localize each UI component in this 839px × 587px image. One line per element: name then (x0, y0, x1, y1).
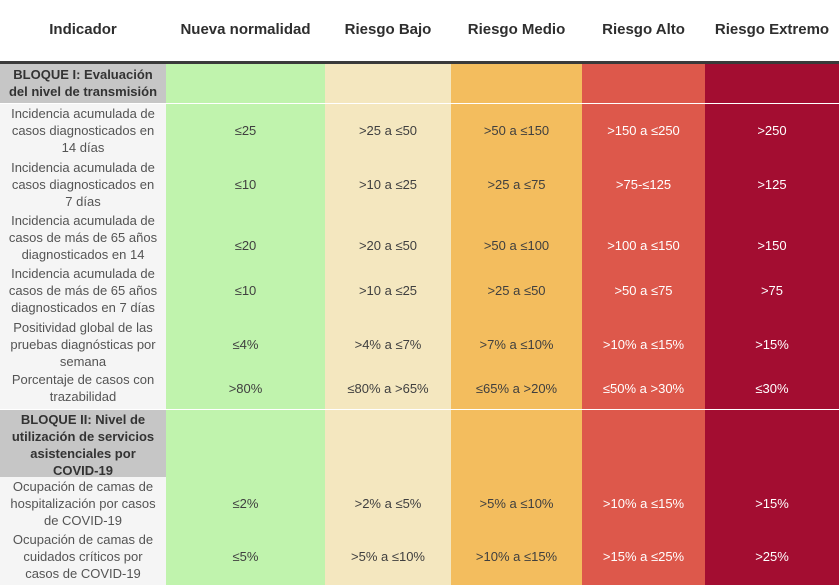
empty-cell (325, 410, 451, 482)
table-row-trazabilidad: Porcentaje de casos con trazabilidad >80… (0, 368, 839, 409)
indicator-label: Incidencia acumulada de casos de más de … (0, 264, 166, 319)
table-row-incidencia-14d: Incidencia acumulada de casos diagnostic… (0, 103, 839, 159)
value-cell: >7% a ≤10% (451, 318, 582, 373)
table-header-row: Indicador Nueva normalidad Riesgo Bajo R… (0, 0, 839, 64)
value-cell: >5% a ≤10% (451, 477, 582, 532)
value-cell: ≤65% a >20% (451, 369, 582, 409)
value-cell: >25% (705, 530, 839, 585)
value-cell: >25 a ≤50 (325, 104, 451, 159)
column-header-riesgo-alto: Riesgo Alto (602, 21, 685, 39)
value-cell: >75 (705, 264, 839, 319)
value-cell: >150 a ≤250 (582, 104, 705, 159)
empty-cell (166, 410, 325, 482)
empty-cell (451, 410, 582, 482)
value-cell: ≤80% a >65% (325, 369, 451, 409)
column-header-riesgo-bajo: Riesgo Bajo (344, 21, 432, 39)
section-label: BLOQUE I: Evaluación del nivel de transm… (0, 64, 166, 103)
empty-cell (705, 64, 839, 103)
value-cell: >4% a ≤7% (325, 318, 451, 373)
table-row-ocupacion-hospitalizacion: Ocupación de camas de hospitalización po… (0, 476, 839, 532)
indicator-label: Incidencia acumulada de casos diagnostic… (0, 104, 166, 159)
indicator-label: Positividad global de las pruebas diagnó… (0, 318, 166, 373)
indicator-label: Ocupación de camas de hospitalización po… (0, 477, 166, 532)
value-cell: >15% (705, 477, 839, 532)
value-cell: ≤30% (705, 369, 839, 409)
indicator-label: Ocupación de camas de cuidados críticos … (0, 530, 166, 585)
value-cell: >50 a ≤75 (582, 264, 705, 319)
value-cell: >10% a ≤15% (582, 477, 705, 532)
value-cell: >80% (166, 369, 325, 409)
value-cell: ≤10 (166, 158, 325, 213)
value-cell: >15% (705, 318, 839, 373)
section-row-bloque-2: BLOQUE II: Nivel de utilización de servi… (0, 409, 839, 482)
value-cell: >5% a ≤10% (325, 530, 451, 585)
value-cell: ≤5% (166, 530, 325, 585)
value-cell: >25 a ≤50 (451, 264, 582, 319)
value-cell: >10 a ≤25 (325, 264, 451, 319)
value-cell: ≤10 (166, 264, 325, 319)
section-label: BLOQUE II: Nivel de utilización de servi… (0, 410, 166, 482)
column-header-nueva-normalidad: Nueva normalidad (180, 21, 311, 39)
value-cell: ≤25 (166, 104, 325, 159)
value-cell: >125 (705, 158, 839, 213)
value-cell: >250 (705, 104, 839, 159)
table-row-positividad: Positividad global de las pruebas diagnó… (0, 317, 839, 373)
empty-cell (166, 64, 325, 103)
value-cell: >2% a ≤5% (325, 477, 451, 532)
column-header-riesgo-medio: Riesgo Medio (467, 21, 566, 39)
column-header-indicador: Indicador (49, 21, 117, 39)
value-cell: >25 a ≤75 (451, 158, 582, 213)
section-row-bloque-1: BLOQUE I: Evaluación del nivel de transm… (0, 64, 839, 103)
table-row-incidencia-7d: Incidencia acumulada de casos diagnostic… (0, 157, 839, 213)
value-cell: ≤2% (166, 477, 325, 532)
value-cell: >75-≤125 (582, 158, 705, 213)
value-cell: >50 a ≤150 (451, 104, 582, 159)
value-cell: >15% a ≤25% (582, 530, 705, 585)
value-cell: >10% a ≤15% (451, 530, 582, 585)
table-row-incidencia-65-7d: Incidencia acumulada de casos de más de … (0, 263, 839, 319)
table-row-incidencia-65-14d: Incidencia acumulada de casos de más de … (0, 210, 839, 283)
indicator-label: Porcentaje de casos con trazabilidad (0, 369, 166, 409)
empty-cell (582, 64, 705, 103)
empty-cell (582, 410, 705, 482)
indicator-label: Incidencia acumulada de casos diagnostic… (0, 158, 166, 213)
empty-cell (451, 64, 582, 103)
empty-cell (325, 64, 451, 103)
column-header-riesgo-extremo: Riesgo Extremo (714, 21, 830, 39)
value-cell: ≤4% (166, 318, 325, 373)
value-cell: >10% a ≤15% (582, 318, 705, 373)
value-cell: >10 a ≤25 (325, 158, 451, 213)
table-row-ocupacion-criticos: Ocupación de camas de cuidados críticos … (0, 529, 839, 585)
value-cell: ≤50% a >30% (582, 369, 705, 409)
empty-cell (705, 410, 839, 482)
